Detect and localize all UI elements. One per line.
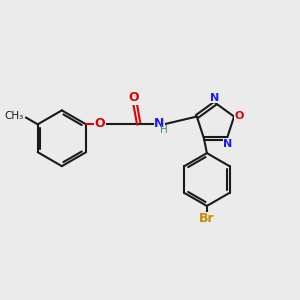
Text: N: N xyxy=(210,93,219,103)
Text: O: O xyxy=(129,91,139,104)
Text: O: O xyxy=(235,111,244,121)
Text: O: O xyxy=(95,117,106,130)
Text: N: N xyxy=(154,117,165,130)
Text: CH₃: CH₃ xyxy=(4,112,24,122)
Text: H: H xyxy=(160,125,168,135)
Text: Br: Br xyxy=(199,212,215,225)
Text: N: N xyxy=(223,139,232,149)
